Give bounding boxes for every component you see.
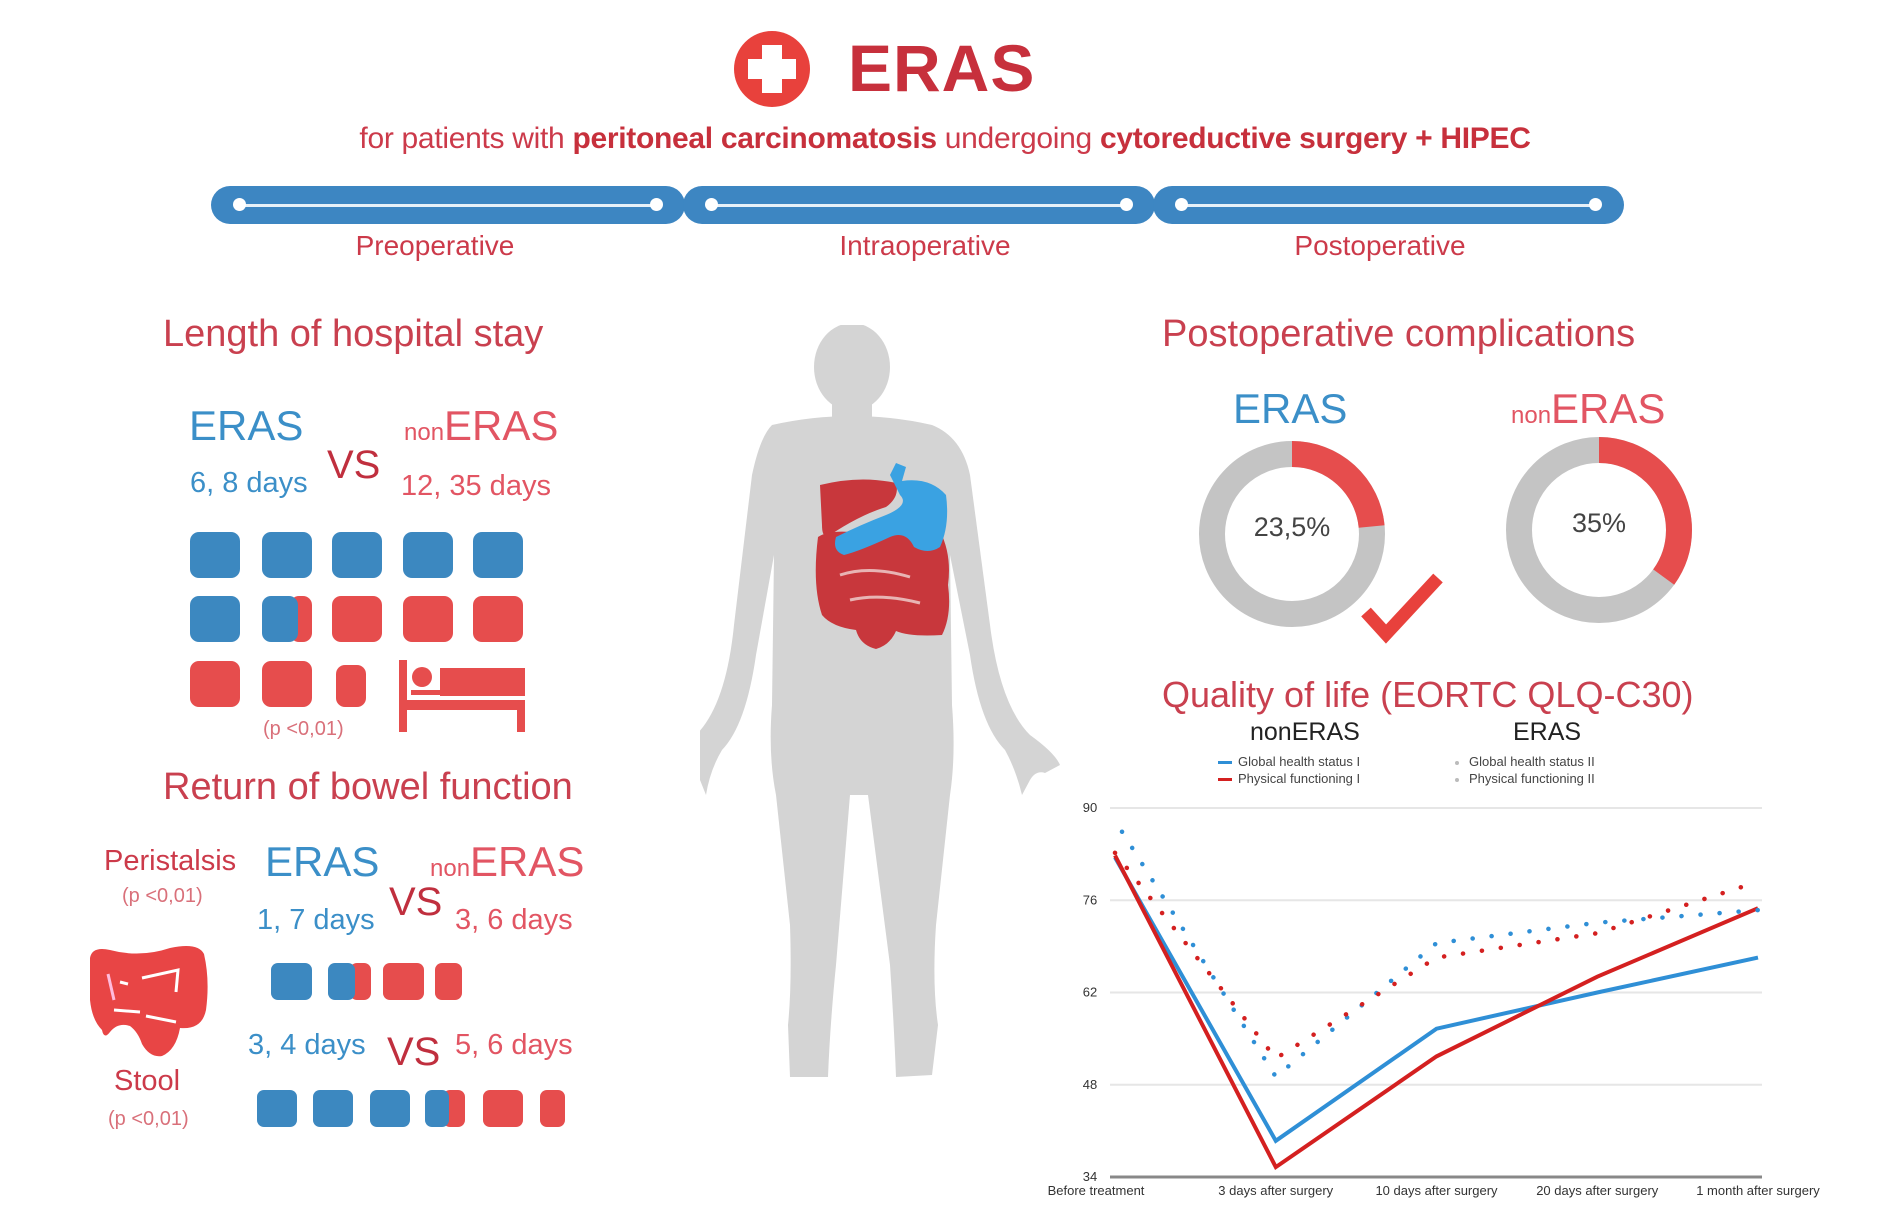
series-line-physical-functioning-i xyxy=(1113,854,1759,1171)
legend-item: Global health status II xyxy=(1450,754,1595,769)
x-tick-label: Before treatment xyxy=(1048,1183,1145,1198)
y-tick-label: 34 xyxy=(1083,1169,1097,1184)
hospital-stay-title: Length of hospital stay xyxy=(163,313,544,355)
subtitle: for patients with peritoneal carcinomato… xyxy=(0,122,1890,156)
day-block-non-eras xyxy=(403,596,453,642)
day-block-eras xyxy=(332,532,382,578)
stool-non-eras-days: 5, 6 days xyxy=(455,1029,573,1061)
peristalsis-non-eras-days: 3, 6 days xyxy=(455,904,573,936)
checkmark-icon xyxy=(1361,573,1443,644)
y-tick-label: 90 xyxy=(1083,800,1097,815)
day-block-non-eras xyxy=(383,963,424,1000)
peristalsis-eras-days: 1, 7 days xyxy=(257,904,375,936)
series-line-global-health-status-ii xyxy=(1119,829,1761,1081)
non-eras-label: nonERAS xyxy=(404,402,559,449)
stool-vs: VS xyxy=(387,1030,441,1074)
donut-value-arc xyxy=(1506,437,1692,623)
peristalsis-vs: VS xyxy=(389,880,443,924)
day-block-eras xyxy=(190,596,240,642)
legend-swatch-dotted xyxy=(1455,777,1459,782)
y-tick-label: 62 xyxy=(1083,985,1097,1000)
day-block-non-eras xyxy=(473,596,523,642)
day-block-non-eras xyxy=(190,661,240,707)
colon-icon xyxy=(90,946,208,1057)
non-eras-days: 12, 35 days xyxy=(401,470,551,502)
intestines-icon xyxy=(815,531,950,649)
complications-non-eras-label: nonERAS xyxy=(1511,385,1666,432)
subtitle-emphasis: peritoneal carcinomatosis xyxy=(572,122,937,155)
day-block-partial-non-eras xyxy=(435,963,462,1000)
subtitle-text: undergoing xyxy=(936,122,1100,155)
day-block-eras xyxy=(403,532,453,578)
complications-eras-label: ERAS xyxy=(1233,385,1348,432)
eras-label: ERAS xyxy=(189,402,304,449)
qol-line-chart: 34 48 62 76 90 Before treatment 3 days after s… xyxy=(1048,800,1821,1198)
bowel-function-title: Return of bowel function xyxy=(163,766,573,808)
timeline-segment-postoperative xyxy=(1153,186,1624,224)
non-eras-complications-percent: 35% xyxy=(1571,508,1627,538)
stomach-icon xyxy=(835,463,948,555)
non-eras-complications-donut xyxy=(1506,437,1692,623)
series-line-global-health-status-i xyxy=(1113,856,1759,1144)
series-line-physical-functioning-ii xyxy=(1112,850,1761,1062)
phase-label-intraoperative: Intraoperative xyxy=(839,230,1011,261)
peristalsis-label: Peristalsis xyxy=(104,845,237,877)
phase-label-postoperative: Postoperative xyxy=(1294,230,1466,261)
day-block-eras xyxy=(473,532,523,578)
legend-swatch-dotted xyxy=(1455,760,1459,765)
legend-item: Global health status I xyxy=(1218,754,1360,769)
legend-item: Physical functioning I xyxy=(1218,771,1360,786)
stool-p-value: (p <0,01) xyxy=(108,1108,189,1130)
timeline-segment-preoperative xyxy=(211,186,685,224)
medical-cross-icon xyxy=(734,31,810,107)
legend-swatch-solid-red xyxy=(1218,778,1232,782)
subtitle-text: for patients with xyxy=(359,122,573,155)
qol-title: Quality of life (EORTC QLQ-C30) xyxy=(1162,674,1694,715)
legend-group-eras: ERAS xyxy=(1513,718,1582,746)
eras-days: 6, 8 days xyxy=(190,467,308,499)
human-body-icon xyxy=(700,325,1060,1077)
day-block-partial-non-eras xyxy=(350,963,371,1000)
x-tick-label: 10 days after surgery xyxy=(1375,1183,1498,1198)
complications-title: Postoperative complications xyxy=(1162,313,1636,355)
y-tick-label: 48 xyxy=(1083,1077,1097,1092)
liver-icon xyxy=(820,479,897,537)
stool-label: Stool xyxy=(114,1065,181,1097)
hospital-bed-icon xyxy=(399,660,525,732)
day-block-eras xyxy=(370,1090,410,1127)
subtitle-emphasis: cytoreductive surgery + HIPEC xyxy=(1099,122,1531,155)
peristalsis-non-eras-label: nonERAS xyxy=(430,838,585,885)
day-block-non-eras xyxy=(262,661,312,707)
day-block-eras xyxy=(257,1090,297,1127)
day-block-non-eras xyxy=(332,596,382,642)
y-tick-label: 76 xyxy=(1083,892,1097,907)
day-block-partial-eras xyxy=(262,596,298,642)
day-block-eras xyxy=(271,963,312,1000)
day-block-eras xyxy=(262,532,312,578)
hospital-stay-p-value: (p <0,01) xyxy=(263,718,344,740)
eras-complications-donut xyxy=(1199,441,1385,627)
donut-value-arc xyxy=(1199,441,1385,627)
page-title: ERAS xyxy=(848,31,1036,105)
legend-item: Physical functioning II xyxy=(1450,771,1595,786)
legend-group-noneras: nonERAS xyxy=(1250,718,1360,746)
timeline-segment-intraoperative xyxy=(683,186,1155,224)
day-block-partial-eras xyxy=(425,1090,449,1127)
peristalsis-eras-label: ERAS xyxy=(265,838,380,885)
day-block-eras xyxy=(313,1090,353,1127)
eras-complications-percent: 23,5% xyxy=(1253,512,1331,542)
day-block-partial-eras xyxy=(328,963,355,1000)
x-tick-label: 1 month after surgery xyxy=(1696,1183,1820,1198)
vs-label: VS xyxy=(327,443,381,487)
day-block-non-eras xyxy=(483,1090,523,1127)
day-block-partial-non-eras xyxy=(336,665,366,707)
x-tick-label: 20 days after surgery xyxy=(1536,1183,1659,1198)
peristalsis-p-value: (p <0,01) xyxy=(122,885,203,907)
x-tick-label: 3 days after surgery xyxy=(1218,1183,1333,1198)
day-block-partial-non-eras xyxy=(540,1090,565,1127)
phase-label-preoperative: Preoperative xyxy=(355,230,515,261)
legend-swatch-solid-blue xyxy=(1218,761,1232,765)
day-block-eras xyxy=(190,532,240,578)
stool-eras-days: 3, 4 days xyxy=(248,1029,366,1061)
